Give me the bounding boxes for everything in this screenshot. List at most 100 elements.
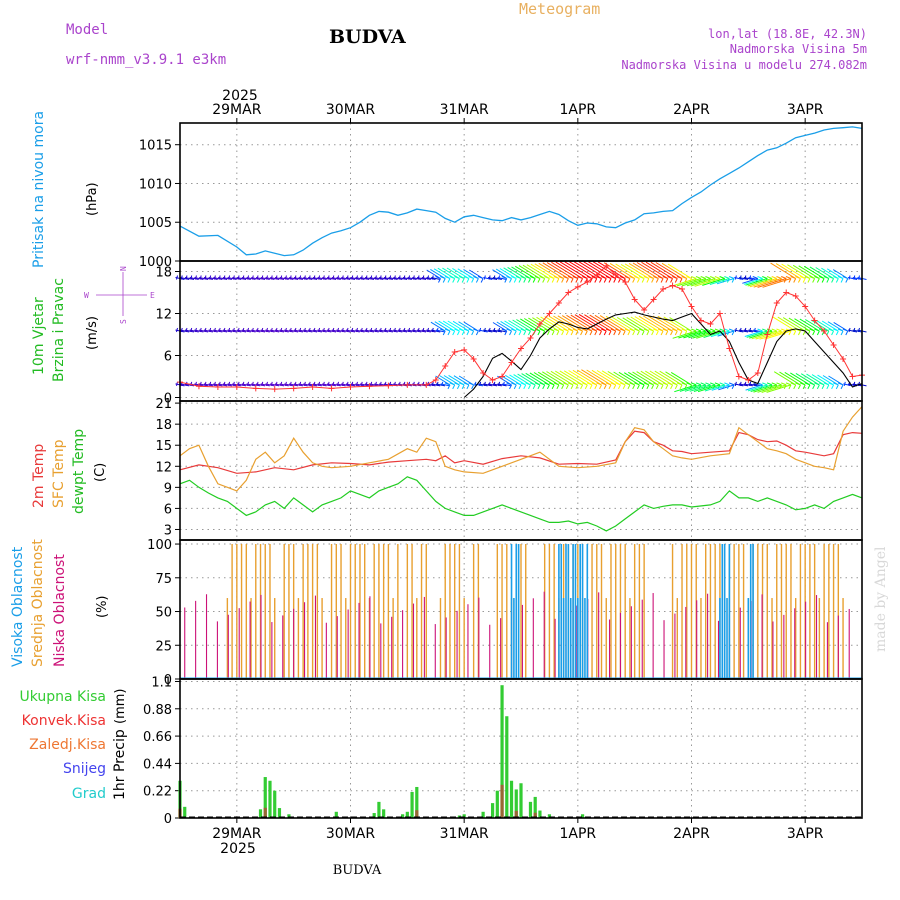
- wind-barb-1-1: [180, 327, 190, 333]
- legend-total-rain: Ukupna Kisa: [19, 689, 106, 705]
- wind-barb-2-23: [284, 381, 294, 387]
- wind-barb-1-100: [630, 316, 655, 336]
- wind-unit: (m/s): [85, 316, 100, 350]
- clouds-ytick-label-4: 100: [147, 538, 172, 553]
- wind-barb-2-56: [440, 381, 450, 387]
- precip-bar-17: [462, 814, 466, 818]
- wind-barb-0-142: [847, 275, 858, 280]
- wind-barb-1-52: [421, 327, 431, 333]
- wind-barb-2-130: [773, 371, 797, 390]
- wind-barb-0-141: [832, 269, 849, 283]
- precip-ytick-label-3: 0.66: [143, 730, 172, 745]
- wind-barb-0-14: [241, 275, 251, 280]
- wind-barb-2-71: [501, 375, 517, 390]
- wind-barb-0-137: [809, 266, 830, 283]
- wind-barb-2-136: [806, 373, 825, 390]
- temperature-ytick-label-0: 3: [164, 523, 172, 538]
- wind-compass: N S W E: [84, 266, 155, 324]
- t2m-ylabel: 2m Temp: [31, 444, 47, 508]
- wind-speed-marker-6: [290, 385, 297, 392]
- wind-barb-1-97: [616, 316, 640, 336]
- wind-barb-0-75: [515, 265, 536, 283]
- wind-barb-1-117: [717, 328, 735, 337]
- wind-speed-marker-46: [735, 373, 742, 380]
- wind-barb-0-69: [492, 269, 508, 283]
- wind-speed-marker-8: [328, 385, 335, 392]
- precip-bar-13: [405, 811, 409, 818]
- wind-barb-2-34: [336, 381, 346, 387]
- wind-speed-marker-52: [792, 293, 799, 299]
- day-label-bottom-0: 29MAR: [212, 826, 261, 842]
- wind-barb-1-8: [213, 327, 223, 333]
- wind-barb-1-91: [584, 314, 612, 336]
- wind-speed-marker-55: [821, 328, 828, 334]
- precip-unit: (mm): [113, 689, 128, 724]
- wind-barb-0-4: [194, 275, 204, 280]
- precip-bar-5: [273, 790, 277, 818]
- wind-barb-1-27: [303, 327, 313, 333]
- wind-barb-1-78: [528, 317, 550, 336]
- wind-barb-2-7: [208, 381, 218, 387]
- wind-barb-2-26: [298, 381, 308, 387]
- wind-barb-0-143: [852, 275, 862, 280]
- wind-barb-0-42: [374, 275, 384, 280]
- pressure-panel-frame: [179, 122, 863, 262]
- wind-barb-2-58: [439, 375, 456, 390]
- wind-barb-2-138: [817, 374, 835, 390]
- wind-barb-2-32: [326, 381, 337, 387]
- wind-speed-marker-31: [593, 272, 600, 278]
- wind-speed-line: [179, 265, 863, 390]
- wind-barb-0-12: [232, 275, 242, 280]
- day-label-top-5: 3APR: [787, 102, 824, 118]
- wind-barb-2-92: [591, 369, 617, 390]
- wind-barb-1-88: [570, 314, 598, 336]
- wind-barb-2-86: [563, 370, 588, 390]
- wind-barb-2-25: [293, 381, 304, 387]
- wind-barb-0-31: [322, 275, 332, 280]
- wind-ytick-label-2: 12: [155, 308, 172, 323]
- wind-barb-2-54: [431, 381, 441, 387]
- chart-layer: 29MAR 29MAR 30MAR 30MAR 31MAR 31MAR 1APR 1APR 2A…: [139, 102, 867, 842]
- precip-bar-23: [509, 780, 514, 818]
- wind-barb-1-68: [497, 327, 507, 333]
- precip-bar-25: [519, 783, 523, 818]
- wind-barb-0-46: [393, 275, 403, 280]
- wind-barb-0-5: [199, 275, 209, 280]
- wind-barb-1-43: [379, 327, 389, 333]
- wind-barb-0-135: [798, 265, 820, 283]
- wind-barb-1-28: [308, 327, 318, 333]
- day-label-top-4: 2APR: [673, 102, 710, 118]
- pressure-line: [179, 126, 863, 257]
- year-label-top: 2025: [222, 88, 258, 104]
- wind-barb-1-140: [827, 321, 844, 336]
- wind-barb-0-79: [530, 263, 555, 283]
- wind-barb-1-94: [599, 315, 626, 336]
- wind-speed-marker-11: [385, 382, 392, 389]
- wind-barb-2-140: [828, 375, 844, 390]
- wind-barb-1-51: [416, 327, 427, 333]
- wind-barb-2-33: [331, 381, 341, 387]
- wind-barb-1-11: [227, 327, 237, 333]
- wind-barb-0-71: [499, 268, 517, 283]
- wind-barb-0-61: [452, 267, 470, 283]
- wind-barb-1-103: [643, 315, 669, 336]
- wind-barb-0-52: [421, 275, 431, 280]
- wind-barb-2-72: [505, 374, 522, 390]
- wind-barb-0-15: [246, 275, 256, 280]
- temperature-ytick-label-1: 6: [164, 502, 172, 517]
- wind-speed-marker-51: [783, 289, 790, 296]
- wind-barb-2-119: [738, 381, 749, 387]
- wind-barb-2-41: [369, 381, 379, 387]
- wind-barb-1-2: [184, 327, 195, 333]
- wind-speed-marker-18: [470, 356, 477, 362]
- watermark: made by Angel: [873, 546, 889, 652]
- high-cloud-bars: [510, 544, 754, 679]
- precip-ytick-label-4: 0.88: [143, 703, 172, 718]
- wind-speed-marker-19: [480, 370, 487, 376]
- temp-line-tsfc: [179, 406, 863, 492]
- wind-barb-0-106: [655, 262, 683, 283]
- wind-barb-0-10: [222, 275, 232, 280]
- pressure-unit: (hPa): [85, 182, 100, 216]
- precip-panel-frame: [179, 678, 863, 819]
- wind-barb-2-134: [795, 372, 816, 390]
